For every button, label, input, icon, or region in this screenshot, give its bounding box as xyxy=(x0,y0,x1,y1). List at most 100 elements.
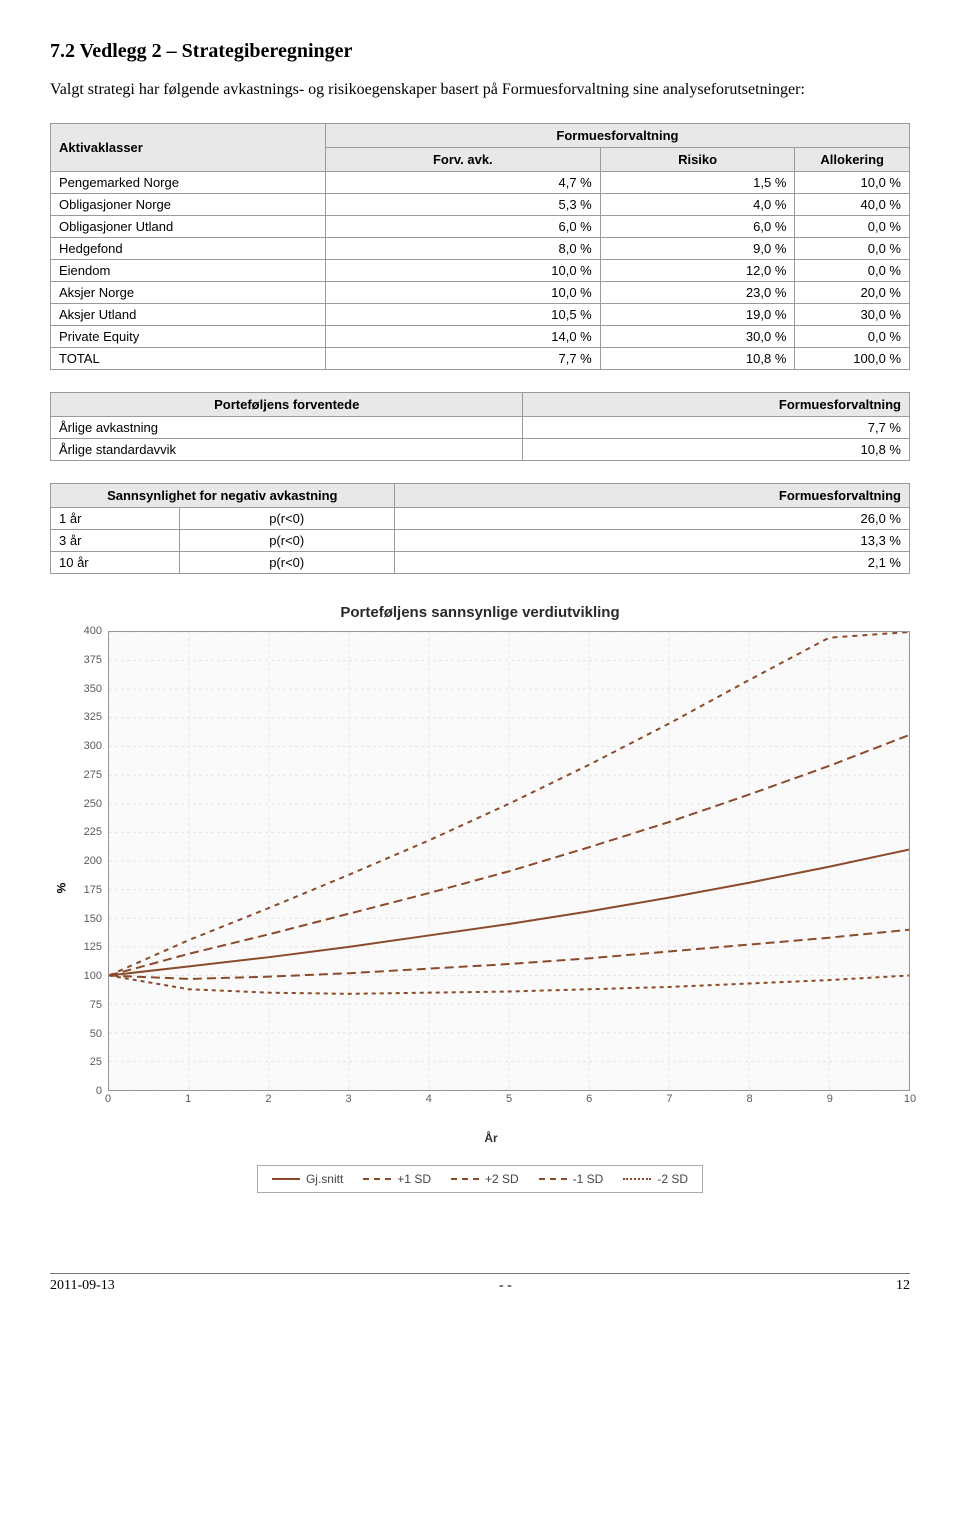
table-cell: 9,0 % xyxy=(600,238,795,260)
chart-container: % 02550751001251501752002252502753003253… xyxy=(50,631,910,1145)
table-cell: 6,0 % xyxy=(325,216,600,238)
legend-swatch xyxy=(623,1178,651,1180)
table-cell: p(r<0) xyxy=(179,508,394,530)
footer-page: 12 xyxy=(896,1278,910,1294)
table-cell: Eiendom xyxy=(51,260,326,282)
y-tick-label: 175 xyxy=(84,884,102,896)
expected-table: Porteføljens forventede Formuesforvaltni… xyxy=(50,392,910,461)
table-cell: 10,0 % xyxy=(795,172,910,194)
th-group: Formuesforvaltning xyxy=(325,124,909,148)
legend-swatch xyxy=(539,1178,567,1180)
table-cell: 10,8 % xyxy=(523,439,910,461)
table-cell: 1 år xyxy=(51,508,180,530)
y-tick-label: 275 xyxy=(84,769,102,781)
table-cell: 26,0 % xyxy=(394,508,909,530)
table-cell: 7,7 % xyxy=(325,348,600,370)
legend-swatch xyxy=(363,1178,391,1180)
x-axis-label: År xyxy=(72,1131,910,1145)
legend-label: -1 SD xyxy=(573,1172,604,1186)
probability-table: Sannsynlighet for negativ avkastning For… xyxy=(50,483,910,574)
table-cell: Aksjer Norge xyxy=(51,282,326,304)
table-cell: 10,0 % xyxy=(325,282,600,304)
table-cell: 5,3 % xyxy=(325,194,600,216)
table-cell: 4,7 % xyxy=(325,172,600,194)
th-prob: Sannsynlighet for negativ avkastning xyxy=(51,484,395,508)
table-cell: Aksjer Utland xyxy=(51,304,326,326)
y-tick-label: 75 xyxy=(90,999,102,1011)
x-tick-label: 2 xyxy=(265,1093,271,1105)
section-heading: 7.2 Vedlegg 2 – Strategiberegninger xyxy=(50,40,910,63)
x-tick-label: 6 xyxy=(586,1093,592,1105)
table-row: Obligasjoner Utland6,0 %6,0 %0,0 % xyxy=(51,216,910,238)
asset-class-table: Aktivaklasser Formuesforvaltning Forv. a… xyxy=(50,123,910,370)
table-cell: p(r<0) xyxy=(179,530,394,552)
table-cell: 20,0 % xyxy=(795,282,910,304)
y-tick-label: 350 xyxy=(84,683,102,695)
legend-label: -2 SD xyxy=(657,1172,688,1186)
legend-item: -1 SD xyxy=(539,1172,604,1186)
table-cell: 0,0 % xyxy=(795,238,910,260)
page-footer: 2011-09-13 - - 12 xyxy=(50,1273,910,1294)
table-cell: 10 år xyxy=(51,552,180,574)
table-row: Aksjer Utland10,5 %19,0 %30,0 % xyxy=(51,304,910,326)
table-cell: 30,0 % xyxy=(795,304,910,326)
table-row: Private Equity14,0 %30,0 %0,0 % xyxy=(51,326,910,348)
y-tick-label: 225 xyxy=(84,826,102,838)
table-cell: 7,7 % xyxy=(523,417,910,439)
table-row: Obligasjoner Norge5,3 %4,0 %40,0 % xyxy=(51,194,910,216)
legend-swatch xyxy=(451,1178,479,1180)
intro-paragraph: Valgt strategi har følgende avkastnings-… xyxy=(50,81,910,99)
y-tick-label: 50 xyxy=(90,1028,102,1040)
y-tick-label: 375 xyxy=(84,654,102,666)
y-tick-label: 125 xyxy=(84,941,102,953)
footer-sep: - - xyxy=(499,1278,512,1294)
footer-date: 2011-09-13 xyxy=(50,1278,115,1294)
table-row: Årlige standardavvik10,8 % xyxy=(51,439,910,461)
table-cell: 6,0 % xyxy=(600,216,795,238)
table-cell: 10,0 % xyxy=(325,260,600,282)
table-cell: Årlige standardavvik xyxy=(51,439,523,461)
chart-legend: Gj.snitt +1 SD +2 SD -1 SD -2 SD xyxy=(257,1165,703,1193)
x-tick-label: 9 xyxy=(827,1093,833,1105)
legend-item: Gj.snitt xyxy=(272,1172,343,1186)
table-cell: 4,0 % xyxy=(600,194,795,216)
table-cell: Obligasjoner Utland xyxy=(51,216,326,238)
th-sub: Forv. avk. xyxy=(325,148,600,172)
th-expected: Porteføljens forventede xyxy=(51,393,523,417)
table-cell: 10,5 % xyxy=(325,304,600,326)
table-row: Pengemarked Norge4,7 %1,5 %10,0 % xyxy=(51,172,910,194)
table-row: Årlige avkastning7,7 % xyxy=(51,417,910,439)
y-axis-label: % xyxy=(50,631,72,1145)
table-cell: Årlige avkastning xyxy=(51,417,523,439)
table-cell: 12,0 % xyxy=(600,260,795,282)
legend-label: Gj.snitt xyxy=(306,1172,343,1186)
x-tick-label: 8 xyxy=(747,1093,753,1105)
th-aktivaklasser: Aktivaklasser xyxy=(51,124,326,172)
table-cell: Private Equity xyxy=(51,326,326,348)
table-cell: 1,5 % xyxy=(600,172,795,194)
legend-label: +2 SD xyxy=(485,1172,519,1186)
y-tick-label: 250 xyxy=(84,798,102,810)
x-tick-label: 10 xyxy=(904,1093,916,1105)
table-cell: 14,0 % xyxy=(325,326,600,348)
table-row: 10 årp(r<0)2,1 % xyxy=(51,552,910,574)
y-tick-label: 150 xyxy=(84,913,102,925)
table-cell: Pengemarked Norge xyxy=(51,172,326,194)
table-cell: 8,0 % xyxy=(325,238,600,260)
y-tick-label: 325 xyxy=(84,711,102,723)
table-row: Aksjer Norge10,0 %23,0 %20,0 % xyxy=(51,282,910,304)
table-cell: TOTAL xyxy=(51,348,326,370)
table-cell: 100,0 % xyxy=(795,348,910,370)
table-cell: Hedgefond xyxy=(51,238,326,260)
x-tick-label: 0 xyxy=(105,1093,111,1105)
table-cell: 40,0 % xyxy=(795,194,910,216)
table-cell: 30,0 % xyxy=(600,326,795,348)
legend-label: +1 SD xyxy=(397,1172,431,1186)
y-tick-label: 25 xyxy=(90,1056,102,1068)
y-tick-label: 400 xyxy=(84,625,102,637)
legend-item: -2 SD xyxy=(623,1172,688,1186)
table-cell: 0,0 % xyxy=(795,326,910,348)
y-tick-label: 0 xyxy=(96,1085,102,1097)
th-ff3: Formuesforvaltning xyxy=(394,484,909,508)
table-cell: p(r<0) xyxy=(179,552,394,574)
